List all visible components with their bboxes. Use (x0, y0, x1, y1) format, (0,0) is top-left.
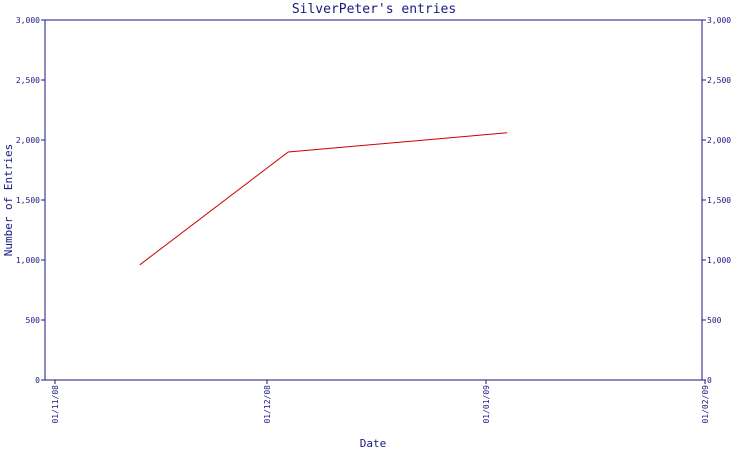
y-tick-label-right: 500 (707, 316, 722, 325)
y-axis-left: 0 500 1,000 1,500 2,000 2,500 3,000 (16, 16, 45, 385)
y-axis-title: Number of Entries (2, 144, 15, 257)
series-line (139, 132, 508, 266)
y-tick-label-left: 500 (26, 316, 41, 325)
x-tick-label: 01/12/08 (263, 385, 272, 424)
y-tick-label-left: 0 (35, 376, 40, 385)
y-axis-right: 0 500 1,000 1,500 2,000 2,500 3,000 (702, 16, 731, 385)
y-tick-label-left: 3,000 (16, 16, 40, 25)
y-tick-label-right: 3,000 (707, 16, 731, 25)
plot-area-frame (44, 19, 703, 381)
y-tick-label-left: 1,000 (16, 256, 40, 265)
y-tick-label-left: 2,000 (16, 136, 40, 145)
chart-title: SilverPeter's entries (292, 2, 456, 17)
y-tick-label-right: 0 (707, 376, 712, 385)
x-tick-label: 01/02/09 (701, 385, 710, 424)
x-axis-title: Date (360, 437, 387, 450)
y-tick-label-left: 2,500 (16, 76, 40, 85)
series-layer (139, 132, 508, 266)
y-tick-label-right: 2,500 (707, 76, 731, 85)
y-tick-label-right: 1,000 (707, 256, 731, 265)
y-tick-label-left: 1,500 (16, 196, 40, 205)
y-tick-label-right: 1,500 (707, 196, 731, 205)
x-tick-label: 01/11/08 (51, 385, 60, 424)
x-tick-label: 01/01/09 (482, 385, 491, 424)
x-axis: 01/11/08 01/12/08 01/01/09 01/02/09 (51, 380, 710, 424)
y-tick-label-right: 2,000 (707, 136, 731, 145)
